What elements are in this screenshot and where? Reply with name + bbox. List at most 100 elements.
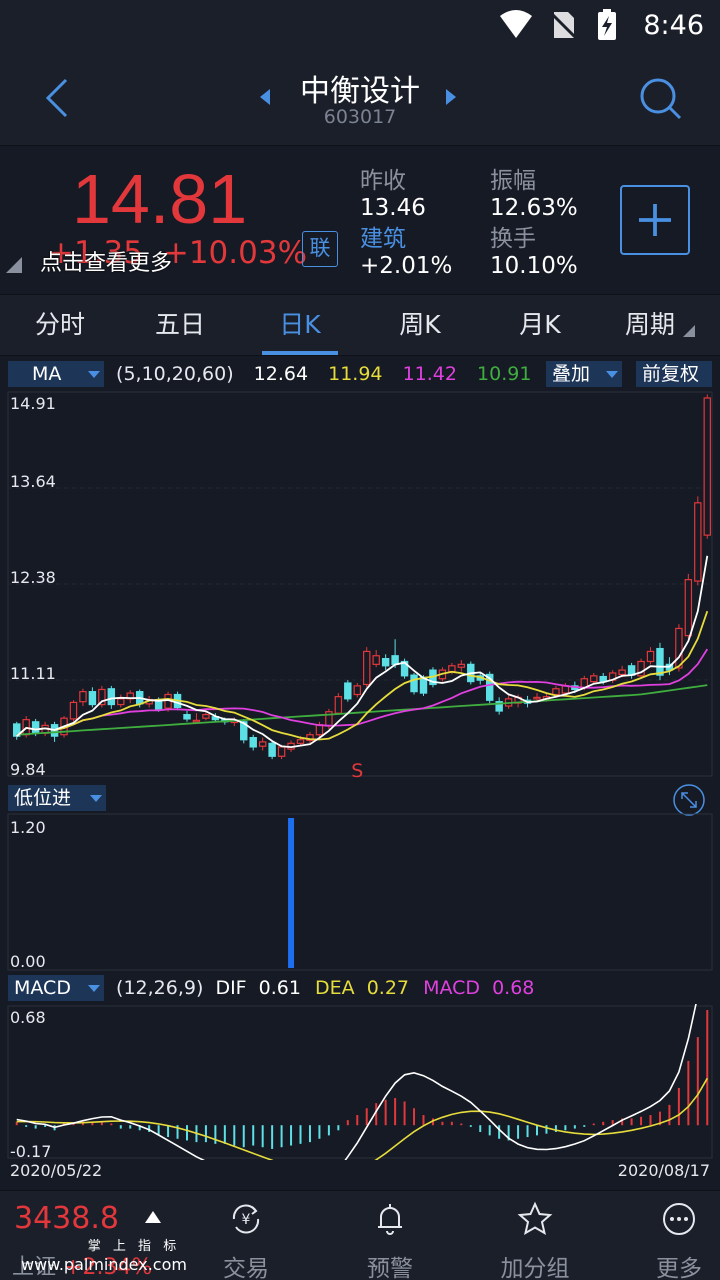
tab-five-day[interactable]: 五日 — [154, 310, 205, 339]
ma-params: (5,10,20,60) — [116, 363, 234, 385]
overlay-label: 叠加 — [552, 363, 591, 385]
candle-body — [410, 674, 418, 693]
search-icon[interactable] — [636, 74, 684, 122]
tab-intraday[interactable]: 分时 — [34, 310, 85, 339]
period-tabs: 分时 五日 日K 周K 月K 周期 — [0, 294, 720, 356]
macd-axis-max: 0.68 — [10, 1008, 46, 1027]
expand-corner-icon — [6, 257, 22, 273]
fullscreen-icon[interactable] — [672, 783, 706, 817]
more-tip[interactable]: 点击查看更多 — [40, 251, 173, 276]
candle-body — [400, 660, 409, 677]
amplitude-value: 12.63% — [490, 195, 578, 221]
candle-body — [69, 701, 78, 720]
chevron-down-icon — [90, 795, 102, 802]
candle-body — [353, 685, 361, 696]
indicator2-axis-max: 1.20 — [10, 818, 46, 837]
dif-line — [16, 1004, 697, 1160]
kline-chart[interactable] — [0, 390, 720, 780]
candle-body — [457, 663, 466, 668]
dea-line — [16, 1077, 708, 1160]
sector[interactable]: 建筑 +2.01% — [360, 219, 452, 279]
corner-triangle-icon — [682, 325, 695, 337]
candle-body — [268, 742, 276, 757]
ma20-value: 11.42 — [402, 363, 457, 385]
stock-code: 603017 — [323, 106, 397, 128]
candle-body — [684, 579, 693, 637]
svg-text:¥: ¥ — [242, 1212, 251, 1228]
tab-period[interactable]: 周期 — [600, 295, 720, 357]
candle-body — [590, 675, 598, 683]
prev-stock-icon[interactable] — [258, 88, 272, 106]
nav-add-group[interactable]: 加分组 — [475, 1191, 595, 1280]
candle-body — [240, 721, 248, 741]
tab-monthly-k[interactable]: 月K — [519, 310, 561, 339]
index-up-arrow-icon — [145, 1211, 161, 1223]
status-icons — [500, 9, 616, 42]
turnover-value: 10.10% — [490, 253, 578, 279]
macd-value: 0.68 — [492, 977, 535, 999]
ma60-value: 10.91 — [477, 363, 532, 385]
prev-close-label: 昨收 — [360, 168, 406, 194]
watermark: 掌 上 指 标 www.palmindex.com — [4, 1235, 204, 1274]
back-icon[interactable] — [36, 74, 84, 122]
candle-body — [98, 688, 106, 706]
add-watchlist-button[interactable] — [620, 185, 690, 255]
candle-body — [117, 698, 125, 706]
current-price: 14.81 — [72, 160, 248, 238]
indicator2-selector[interactable]: 低位进 — [8, 785, 106, 811]
sector-label[interactable]: 建筑 — [360, 226, 406, 252]
amplitude: 振幅 12.63% — [490, 161, 578, 221]
index-name: 上证 — [12, 1255, 57, 1280]
prev-close: 昨收 13.46 — [360, 161, 426, 221]
quote-panel[interactable]: 14.81 +1.35 +10.03% 点击查看更多 联 昨收 13.46 振幅… — [0, 147, 720, 293]
price-change-pct: +10.03% — [162, 235, 308, 271]
candle-body — [258, 741, 267, 747]
next-stock-icon[interactable] — [444, 88, 458, 106]
status-time: 8:46 — [643, 10, 704, 41]
tab-weekly-k[interactable]: 周K — [399, 310, 441, 339]
star-icon — [517, 1201, 553, 1236]
candle-body — [637, 660, 645, 677]
ma60-line — [16, 684, 708, 736]
candle-body — [249, 736, 257, 748]
turnover-label: 换手 — [490, 226, 536, 252]
adjust-label: 前复权 — [642, 363, 700, 385]
macd-params: (12,26,9) — [116, 977, 204, 999]
watermark-url: www.palmindex.com — [21, 1255, 187, 1274]
nav-more[interactable]: 更多 — [619, 1191, 720, 1280]
nav-trade[interactable]: ¥ 交易 — [186, 1191, 306, 1280]
dif-value: 0.61 — [258, 977, 301, 999]
dea-label: DEA — [315, 977, 355, 999]
candle-body — [495, 701, 503, 712]
nav-alert[interactable]: 预警 — [330, 1191, 450, 1280]
dea-value: 0.27 — [366, 977, 410, 999]
kline-axis-max: 14.91 — [10, 394, 56, 413]
watermark-top: 掌 上 指 标 — [87, 1239, 181, 1254]
macd-frame — [7, 1005, 713, 1159]
tab-daily-k[interactable]: 日K — [279, 310, 321, 339]
candle-body — [277, 746, 286, 757]
candle-body — [344, 682, 352, 700]
kline-axis-l2: 13.64 — [10, 472, 56, 491]
adjust-button[interactable]: 前复权 — [636, 361, 712, 387]
macd-selector[interactable]: MACD — [8, 975, 104, 1001]
nav-bar: 中衡设计 603017 — [0, 50, 720, 146]
ma20-line — [16, 648, 709, 737]
index-value[interactable]: 3438.8 — [14, 1201, 119, 1236]
linked-badge[interactable]: 联 — [302, 231, 338, 267]
candle-body — [448, 665, 456, 673]
candle-body — [88, 691, 97, 706]
ma-selector[interactable]: MA — [8, 361, 104, 387]
candle-body — [107, 688, 116, 706]
macd-bar: MACD (12,26,9) DIF 0.61 DEA 0.27 MACD 0.… — [8, 975, 712, 1001]
overlay-button[interactable]: 叠加 — [546, 361, 622, 387]
candle-body — [703, 397, 711, 536]
candle-body — [192, 719, 201, 723]
price-change: +1.35 — [48, 235, 143, 271]
yen-exchange-icon: ¥ — [232, 1204, 260, 1234]
sell-signal-marker: S — [351, 760, 364, 782]
date-start: 2020/05/22 — [10, 1161, 103, 1180]
candle-body — [533, 696, 541, 700]
nav-more-label: 更多 — [656, 1256, 702, 1280]
chevron-down-icon — [88, 371, 100, 378]
